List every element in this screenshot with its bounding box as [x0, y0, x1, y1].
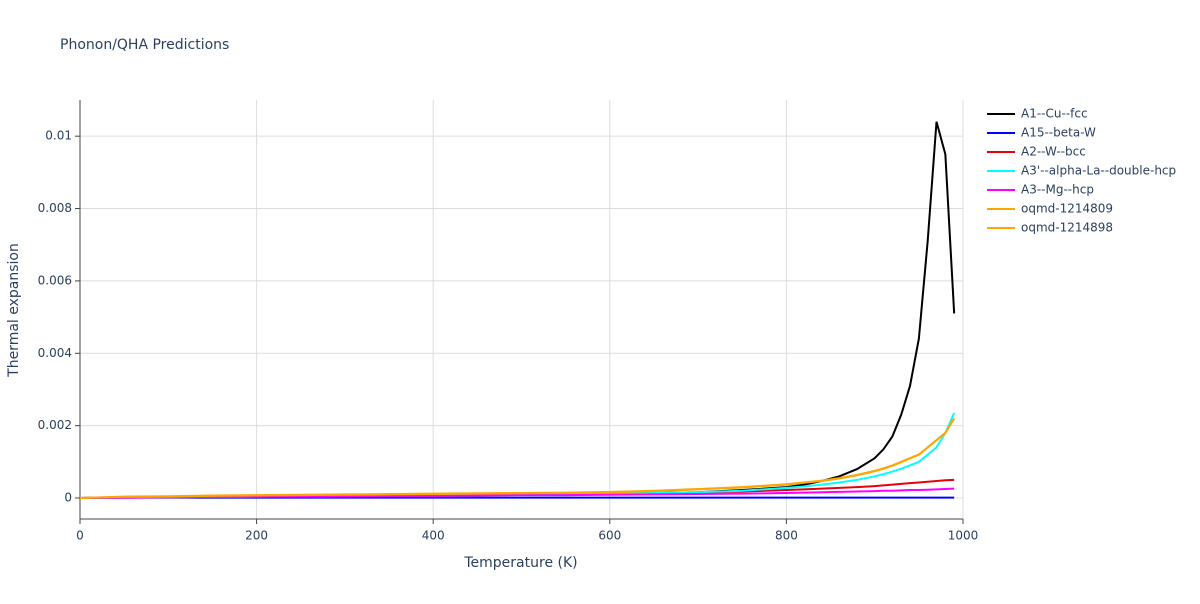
x-tick-label: 200 [245, 529, 268, 543]
x-tick-label: 800 [775, 529, 798, 543]
chart-title: Phonon/QHA Predictions [60, 37, 229, 53]
y-tick-label: 0 [64, 491, 72, 505]
legend-label: A3'--alpha-La--double-hcp [1021, 164, 1176, 178]
line [80, 418, 954, 498]
legend-label: oqmd-1214898 [1021, 221, 1113, 235]
y-tick-label: 0.004 [38, 346, 72, 360]
x-tick-label: 400 [422, 529, 445, 543]
x-axis-title: Temperature (K) [463, 555, 577, 571]
y-tick-label: 0.006 [38, 273, 72, 287]
line [80, 418, 954, 498]
y-tick-label: 0.002 [38, 418, 72, 432]
y-tick-label: 0.01 [45, 129, 72, 143]
legend-label: A2--W--bcc [1021, 145, 1086, 159]
legend-label: A1--Cu--fcc [1021, 107, 1088, 121]
y-axis-title: Thermal expansion [6, 243, 22, 378]
legend-label: oqmd-1214809 [1021, 202, 1113, 216]
legend-label: A15--beta-W [1021, 126, 1096, 140]
legend-label: A3--Mg--hcp [1021, 183, 1094, 197]
x-tick-label: 1000 [948, 529, 979, 543]
x-tick-label: 0 [76, 529, 84, 543]
y-tick-label: 0.008 [38, 201, 72, 215]
line [80, 122, 954, 498]
x-tick-label: 600 [598, 529, 621, 543]
